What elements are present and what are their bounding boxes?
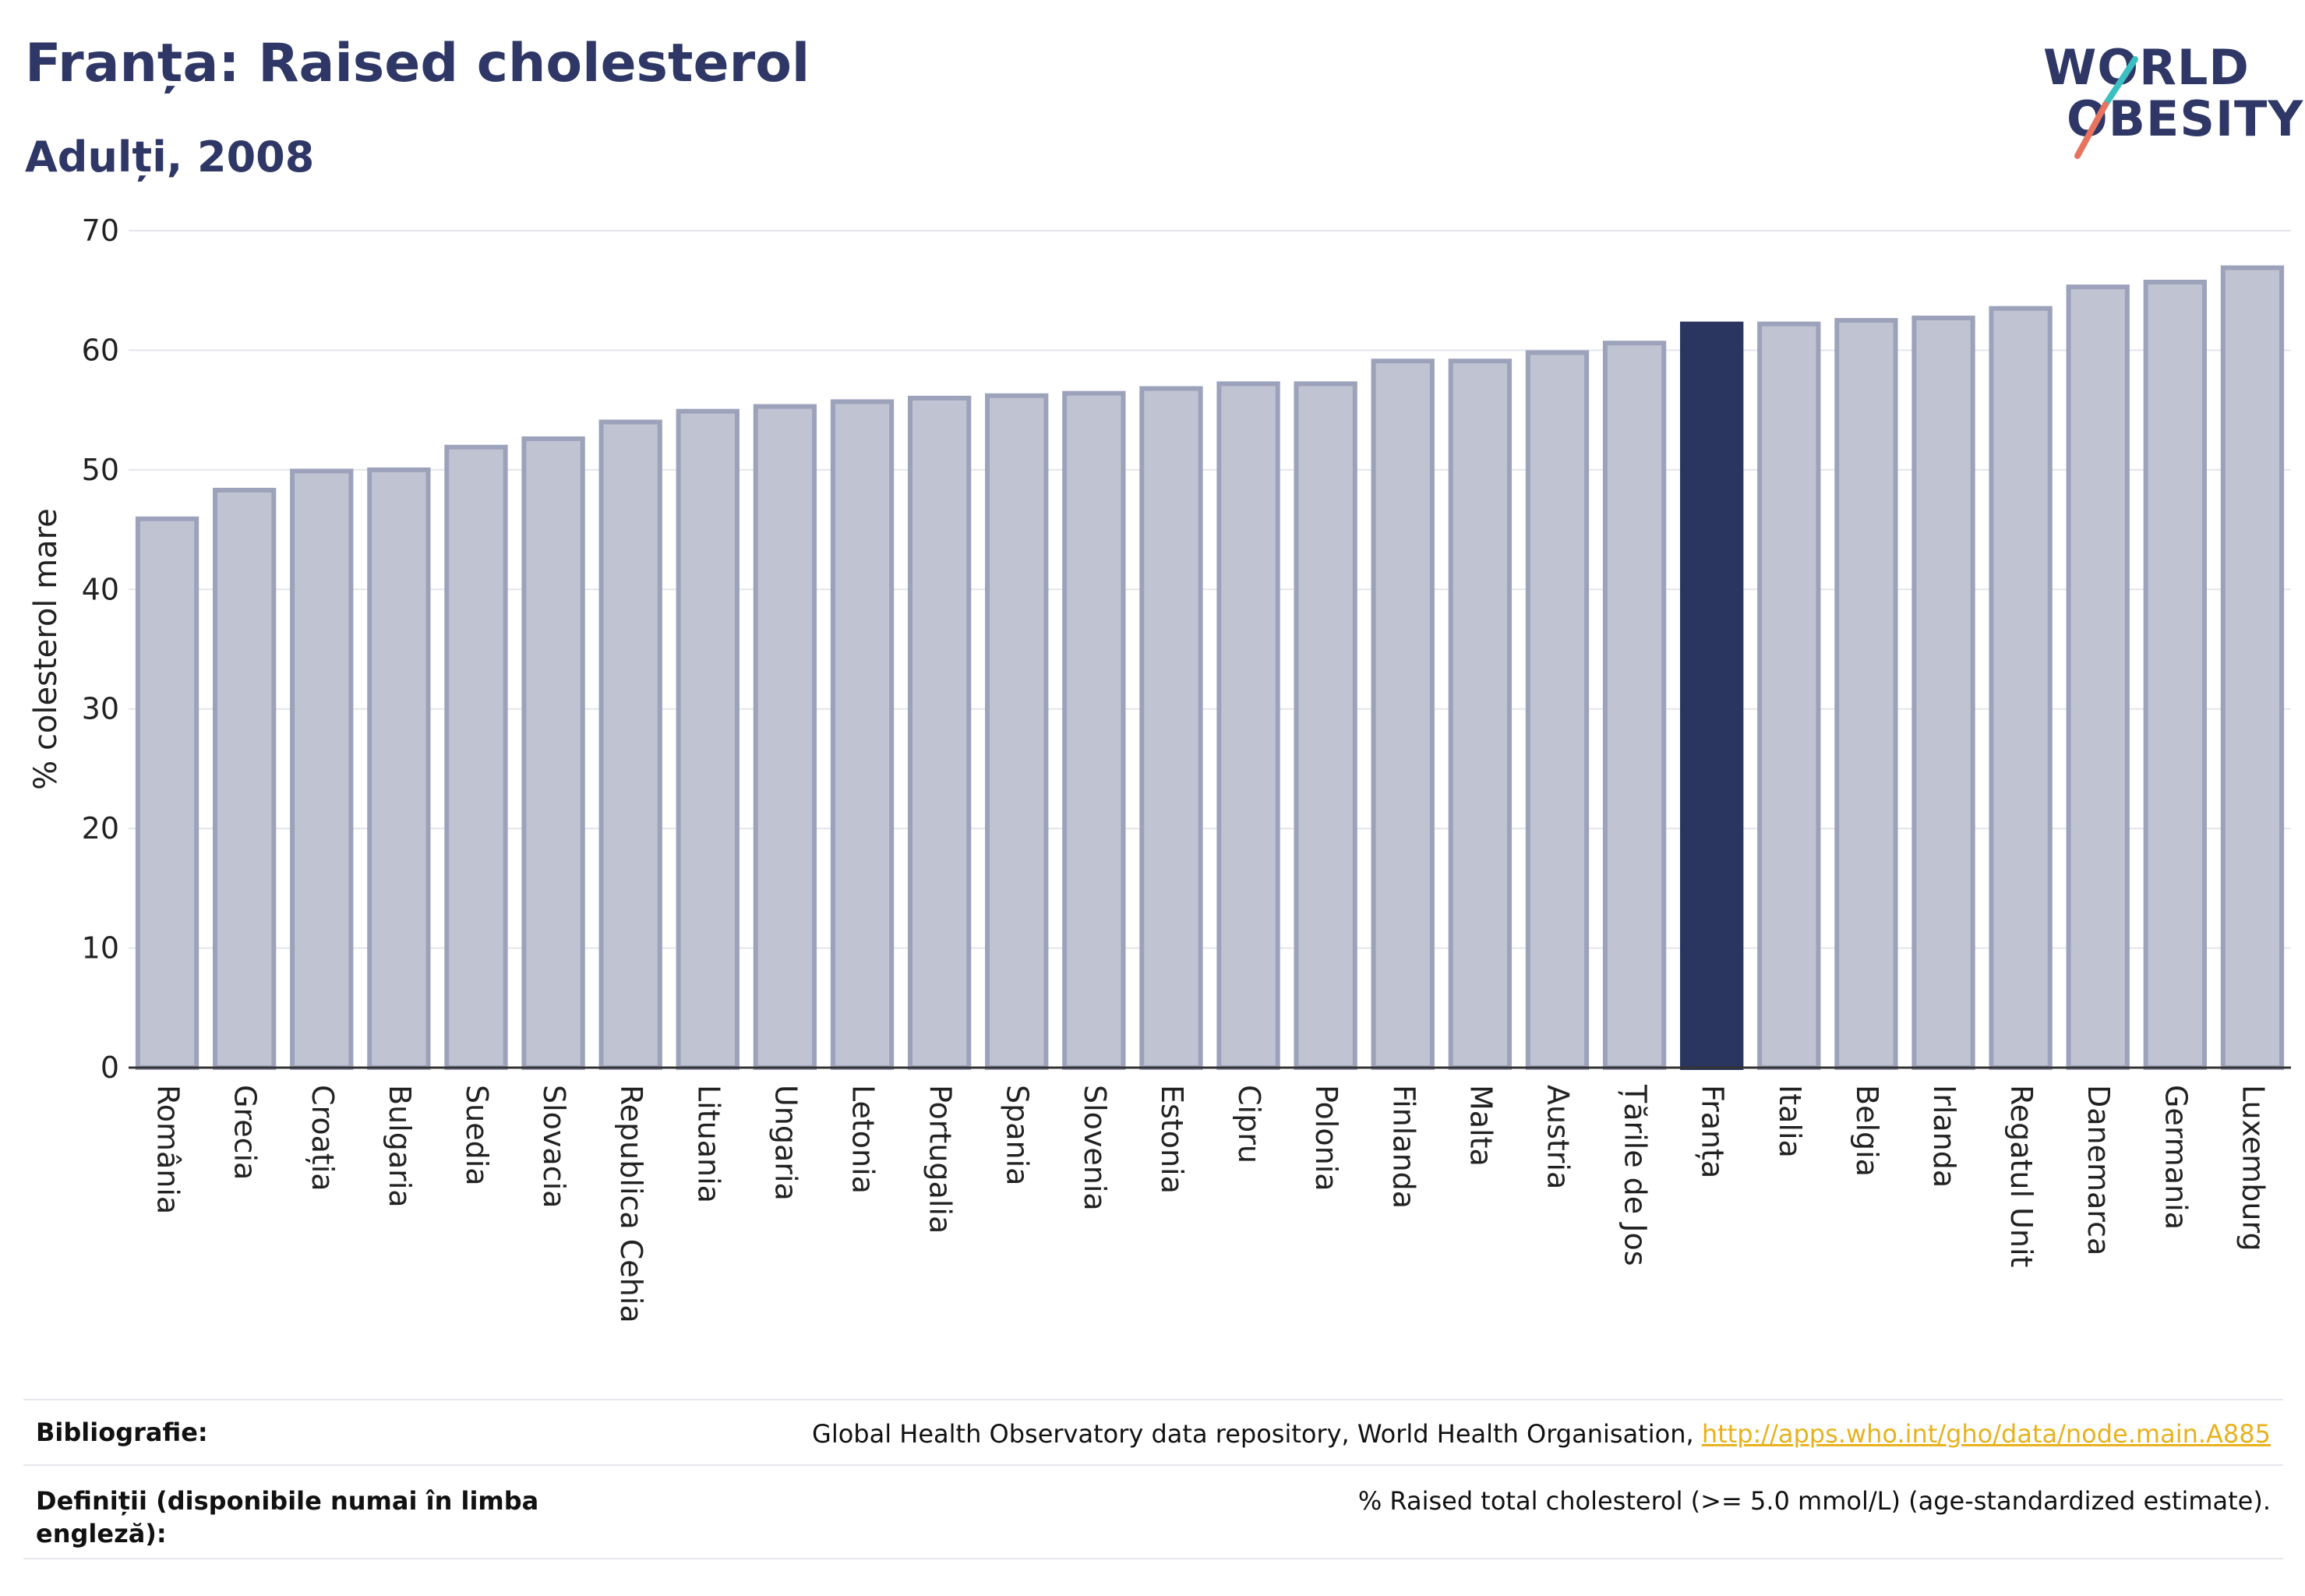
x-tick-label: Cipru (1232, 1085, 1266, 1163)
bar-chart: 0 10 20 30 40 50 60 70 România Grecia Croația Bulg… (28, 214, 2291, 1323)
world-obesity-logo: WORLD OBESITY (2034, 31, 2303, 171)
definitions-row: Definiții (disponibile numai în limba en… (23, 1464, 2283, 1559)
bar-belgia (1834, 318, 1898, 1071)
x-tick-label: Austria (1541, 1085, 1575, 1189)
bar-croația (290, 468, 354, 1070)
bar-lituania (676, 408, 740, 1070)
bibliography-text: Global Health Observatory data repositor… (812, 1419, 1702, 1449)
y-tick-label: 40 (82, 572, 119, 606)
x-tick-label: Irlanda (1927, 1085, 1961, 1188)
bar-franța (1680, 321, 1744, 1071)
footer-bottom-rule (23, 1558, 2283, 1561)
bar-suedia (444, 444, 508, 1070)
logo-line-1: WORLD (2043, 39, 2250, 96)
x-tick-label: Portugalia (923, 1085, 958, 1234)
bar-cipru (1216, 381, 1280, 1071)
bibliography-link[interactable]: http://apps.who.int/gho/data/node.main.A… (1701, 1419, 2271, 1449)
x-tick-label: Estonia (1155, 1085, 1189, 1194)
x-tick-label: Ungaria (768, 1085, 803, 1201)
bar-regatul-unit (1989, 305, 2053, 1070)
x-tick-label: Polonia (1309, 1085, 1343, 1192)
y-axis-label: % colesterol mare (28, 508, 64, 790)
bar-bulgaria (367, 467, 431, 1070)
x-tick-label: Germania (2159, 1085, 2193, 1230)
x-tick-label: Republica Cehia (614, 1085, 648, 1323)
x-tick-label: Belgia (1850, 1085, 1884, 1177)
bar-danemarca (2066, 284, 2130, 1070)
x-tick-label: Slovenia (1078, 1085, 1112, 1211)
bar-italia (1757, 321, 1821, 1071)
y-tick-label: 30 (82, 692, 119, 726)
definitions-label: Definiții (disponibile numai în limba en… (36, 1486, 539, 1548)
x-tick-label: Bulgaria (383, 1085, 417, 1208)
bar-polonia (1294, 381, 1357, 1071)
bar-malta (1448, 358, 1513, 1071)
bar-spania (985, 393, 1049, 1070)
x-tick-label: Danemarca (2081, 1085, 2116, 1255)
y-tick-label: 20 (82, 811, 119, 846)
bar-grecia (213, 487, 277, 1070)
y-tick-label: 50 (82, 453, 119, 487)
bar-românia (135, 516, 199, 1070)
x-tick-label: Finlanda (1386, 1085, 1421, 1209)
bar-letonia (830, 399, 895, 1070)
x-tick-label: Grecia (228, 1085, 263, 1180)
x-axis-ticks: România Grecia Croația Bulgaria Suedia Slovac… (151, 1084, 2271, 1323)
logo-slash-icon (2074, 56, 2138, 159)
x-tick-label: Malta (1463, 1085, 1498, 1167)
bibliography-label: Bibliografie: (36, 1418, 208, 1447)
bar-luxemburg (2220, 265, 2285, 1070)
bar-germania (2143, 279, 2207, 1070)
x-tick-label: Italia (1773, 1085, 1807, 1158)
chart-subtitle: Adulți, 2008 (25, 132, 315, 182)
bar-republica-cehia (598, 419, 662, 1070)
x-tick-label: Luxemburg (2236, 1085, 2270, 1252)
y-axis-ticks: 0 10 20 30 40 50 60 70 (82, 214, 119, 1085)
bar-austria (1525, 350, 1590, 1070)
x-tick-label: România (151, 1085, 185, 1214)
x-tick-label: Slovacia (537, 1085, 571, 1208)
x-tick-label: Regatul Unit (2004, 1085, 2038, 1267)
bar-țările-de-jos (1602, 341, 1667, 1071)
x-tick-label: Țările de Jos (1618, 1084, 1653, 1266)
y-tick-label: 70 (82, 214, 119, 248)
bibliography-value: Global Health Observatory data repositor… (812, 1419, 2271, 1449)
chart-title: Franța: Raised cholesterol (25, 33, 810, 94)
bar-ungaria (753, 404, 817, 1070)
x-tick-label: Franța (1696, 1085, 1730, 1178)
bar-slovenia (1062, 390, 1126, 1071)
x-tick-label: Spania (1001, 1085, 1035, 1185)
bibliography-row: Bibliografie: Global Health Observatory … (23, 1399, 2283, 1466)
y-tick-label: 60 (82, 333, 119, 367)
x-tick-label: Letonia (846, 1085, 881, 1194)
definitions-value: % Raised total cholesterol (>= 5.0 mmol/… (1357, 1486, 2271, 1516)
x-tick-label: Lituania (691, 1085, 725, 1203)
bar-finlanda (1371, 358, 1435, 1071)
x-tick-label: Suedia (460, 1085, 494, 1186)
y-tick-label: 10 (82, 931, 119, 966)
bar-slovacia (521, 436, 585, 1070)
bars (135, 265, 2285, 1071)
bar-irlanda (1911, 316, 1975, 1070)
bar-estonia (1139, 386, 1203, 1071)
y-tick-label: 0 (101, 1050, 119, 1085)
bar-portugalia (907, 395, 972, 1070)
x-tick-label: Croația (305, 1085, 340, 1192)
